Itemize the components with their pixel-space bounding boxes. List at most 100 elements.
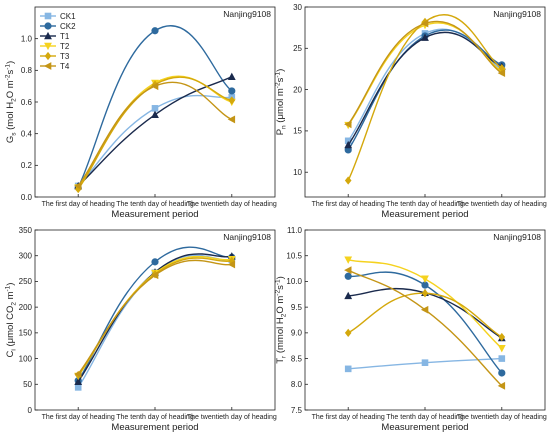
series-t4	[74, 259, 236, 378]
plot-frame	[304, 229, 546, 411]
data-point	[497, 381, 506, 390]
data-point	[344, 365, 352, 373]
y-tick-label: 350	[19, 226, 33, 235]
series-t4	[344, 19, 506, 129]
data-point	[344, 256, 353, 264]
y-tick-label: 8.5	[291, 354, 303, 363]
data-point	[228, 256, 236, 265]
x-tick-label: The first day of heading	[42, 201, 115, 208]
data-point	[151, 105, 159, 112]
data-point	[421, 281, 429, 289]
legend-marker	[44, 42, 52, 51]
legend-marker	[43, 62, 52, 70]
y-tick-label: 11.0	[287, 226, 303, 235]
data-point	[150, 82, 159, 91]
series-line	[77, 76, 233, 187]
data-point	[151, 258, 159, 266]
data-point	[151, 110, 159, 118]
legend-marker	[44, 22, 52, 30]
series-ck2	[344, 271, 506, 377]
data-point	[421, 275, 429, 283]
y-tick-label: 0.4	[21, 129, 33, 138]
x-tick-label: The tenth day of heading	[386, 201, 464, 208]
series-t2	[344, 256, 506, 353]
plot-frame	[34, 6, 276, 198]
panel-2: 10 15 20 25 30 The first day of heading The te…	[275, 3, 547, 220]
y-axis-title: Gs (mol H2O m-2s-1)	[5, 61, 18, 143]
series-ck2	[344, 29, 506, 154]
legend-label: CK1	[60, 12, 76, 21]
data-point	[74, 182, 82, 190]
data-point	[498, 64, 506, 73]
series-t3	[74, 76, 236, 194]
y-tick-label: 300	[19, 252, 33, 261]
y-tick-label: 200	[19, 303, 33, 312]
panel-label: Nanjing9108	[223, 232, 271, 242]
panel-1: 0.0 0.2 0.4 0.6 0.8 1.0 The first day of headi…	[5, 6, 277, 220]
x-tick-label: The first day of heading	[312, 414, 385, 421]
data-point	[421, 359, 429, 366]
data-point	[74, 384, 82, 391]
panel-label: Nanjing9108	[493, 232, 541, 242]
data-point	[227, 72, 236, 80]
legend-marker	[44, 12, 52, 20]
y-tick-label: 10.0	[286, 277, 302, 286]
legend-marker	[44, 51, 52, 61]
x-tick-label: The twentieth day of heading	[187, 201, 277, 208]
data-point	[420, 19, 429, 28]
series-line	[77, 81, 233, 187]
panel-3: 0 50 100 150 200 250 300 350 The first day of he…	[5, 226, 277, 433]
legend-label: T1	[60, 32, 70, 41]
y-tick-label: 20	[293, 85, 302, 94]
y-tick-label: 30	[293, 3, 302, 12]
legend-label: T3	[60, 52, 70, 61]
series-t4	[74, 81, 236, 190]
y-axis-title: Ci (μmol CO2 m-1)	[5, 283, 18, 358]
x-axis-title: Measurement period	[381, 422, 468, 433]
x-tick-label: The twentieth day of heading	[457, 414, 547, 421]
y-tick-label: 10.5	[286, 252, 302, 261]
data-point	[228, 87, 236, 95]
y-tick-label: 50	[23, 380, 32, 389]
y-tick-label: 0.6	[21, 98, 33, 107]
x-tick-label: The tenth day of heading	[116, 201, 194, 208]
y-tick-label: 9.5	[291, 303, 303, 312]
series-ck1	[344, 355, 506, 373]
y-tick-label: 100	[19, 354, 33, 363]
y-tick-label: 10	[293, 168, 302, 177]
y-axis-title: Pn (μmol m-2s-1)	[275, 69, 288, 136]
legend-label: T4	[60, 62, 70, 71]
series-line	[77, 246, 232, 382]
data-point	[344, 266, 352, 275]
data-point	[497, 344, 506, 353]
data-point	[74, 377, 83, 386]
data-point	[344, 137, 352, 145]
legend-marker	[44, 31, 52, 40]
legend-label: CK2	[60, 22, 76, 31]
series-ck1	[74, 93, 236, 190]
x-axis-title: Measurement period	[111, 422, 198, 433]
y-tick-label: 0.2	[21, 161, 33, 170]
data-point	[421, 33, 429, 41]
series-line	[77, 75, 232, 188]
series-t3	[344, 289, 506, 342]
panel-4: 7.5 8.0 8.5 9.0 9.5 10.0 10.5 11.0 The first day…	[275, 226, 547, 433]
data-point	[421, 289, 429, 298]
series-line	[77, 76, 232, 190]
y-tick-label: 7.5	[291, 406, 303, 415]
x-tick-label: The twentieth day of heading	[187, 414, 277, 421]
panel-label: Nanjing9108	[223, 9, 271, 19]
series-t4	[344, 266, 506, 390]
data-point	[344, 176, 352, 185]
data-point	[74, 370, 82, 378]
data-point	[227, 260, 236, 269]
y-tick-label: 150	[19, 329, 33, 338]
series-line	[347, 292, 503, 338]
data-point	[498, 332, 506, 342]
x-axis-title: Measurement period	[111, 209, 198, 220]
x-tick-label: The first day of heading	[312, 201, 385, 208]
data-point	[498, 369, 506, 377]
